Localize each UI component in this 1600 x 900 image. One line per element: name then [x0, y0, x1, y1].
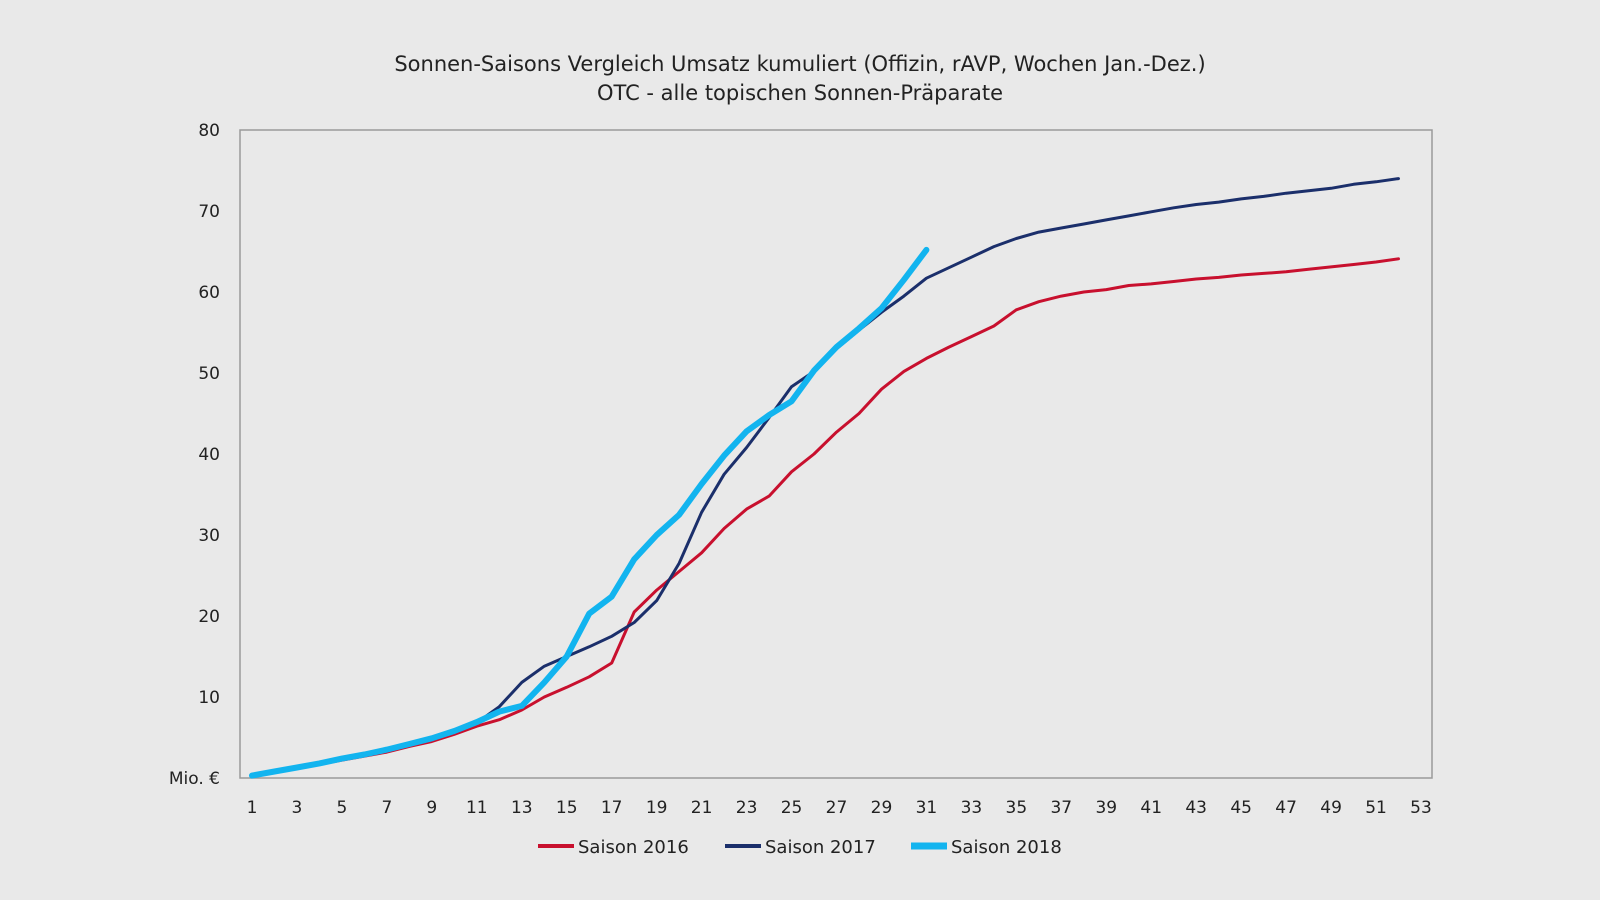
- x-tick-label: 15: [556, 798, 578, 818]
- y-tick-label: 60: [198, 283, 220, 303]
- x-tick-label: 17: [601, 798, 623, 818]
- x-tick-label: 53: [1410, 798, 1432, 818]
- series-lines: [249, 177, 1400, 779]
- legend-label: Saison 2017: [765, 837, 876, 858]
- x-tick-label: 47: [1275, 798, 1297, 818]
- x-tick-label: 25: [781, 798, 803, 818]
- y-tick-label: 10: [198, 688, 220, 708]
- x-axis: 1 3 5 7 9 11 13 15 17 19 21 23 25 27 29 31 33 35 37 39 41 43 4…: [247, 798, 1432, 818]
- x-tick-label: 31: [916, 798, 938, 818]
- y-tick-label: 70: [198, 202, 220, 222]
- y-tick-label: 80: [198, 121, 220, 141]
- y-axis: Mio. € 10 20 30 40 50 60 70 80: [169, 121, 220, 789]
- y-tick-label: 20: [198, 607, 220, 627]
- x-tick-label: 1: [247, 798, 258, 818]
- x-tick-label: 19: [646, 798, 668, 818]
- x-tick-label: 11: [466, 798, 488, 818]
- x-tick-label: 5: [337, 798, 348, 818]
- x-tick-label: 43: [1185, 798, 1207, 818]
- series-line-saison-2018: [249, 246, 930, 779]
- y-tick-label: Mio. €: [169, 769, 220, 789]
- x-tick-label: 45: [1230, 798, 1252, 818]
- x-tick-label: 27: [826, 798, 848, 818]
- chart-subtitle: OTC - alle topischen Sonnen-Präparate: [597, 81, 1003, 105]
- chart-title: Sonnen-Saisons Vergleich Umsatz kumulier…: [394, 52, 1205, 76]
- y-tick-label: 30: [198, 526, 220, 546]
- legend: Saison 2016 Saison 2017 Saison 2018: [538, 837, 1062, 858]
- x-tick-label: 35: [1006, 798, 1028, 818]
- x-tick-label: 33: [961, 798, 983, 818]
- x-tick-label: 7: [381, 798, 392, 818]
- legend-label: Saison 2016: [578, 837, 689, 858]
- x-tick-label: 29: [871, 798, 893, 818]
- x-tick-label: 13: [511, 798, 533, 818]
- legend-label: Saison 2018: [951, 837, 1062, 858]
- x-tick-label: 23: [736, 798, 758, 818]
- y-tick-label: 50: [198, 364, 220, 384]
- x-tick-label: 9: [426, 798, 437, 818]
- x-tick-label: 21: [691, 798, 713, 818]
- y-tick-label: 40: [198, 445, 220, 465]
- x-tick-label: 37: [1050, 798, 1072, 818]
- x-tick-label: 41: [1140, 798, 1162, 818]
- plot-frame: [239, 129, 1433, 779]
- series-line-saison-2016: [250, 257, 1400, 778]
- series-line-saison-2017: [250, 177, 1400, 778]
- x-tick-label: 49: [1320, 798, 1342, 818]
- x-tick-label: 3: [292, 798, 303, 818]
- x-tick-label: 39: [1095, 798, 1117, 818]
- x-tick-label: 51: [1365, 798, 1387, 818]
